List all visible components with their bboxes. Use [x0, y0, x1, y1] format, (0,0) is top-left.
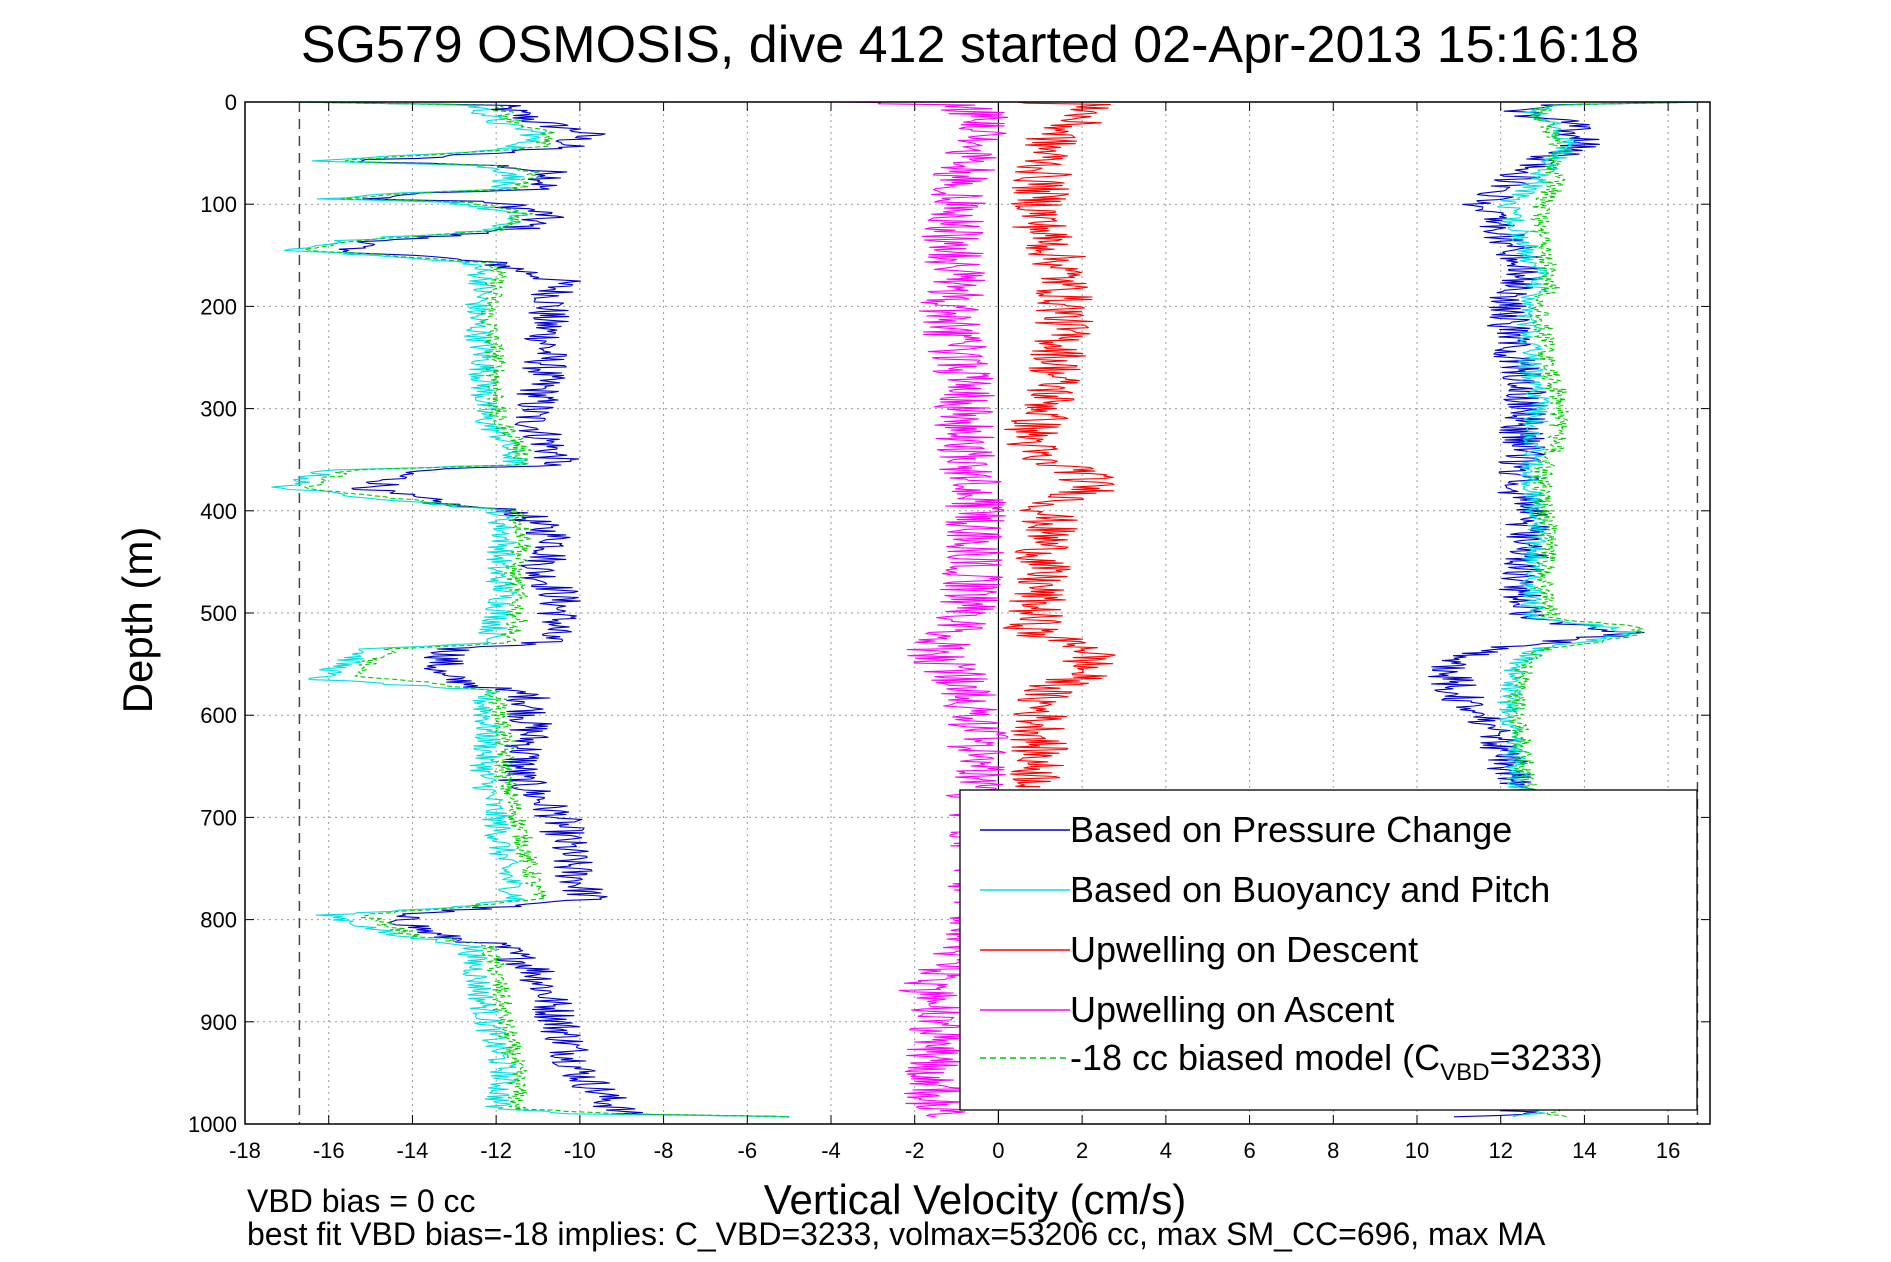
- x-tick-label: 6: [1243, 1138, 1255, 1163]
- chart-title: SG579 OSMOSIS, dive 412 started 02-Apr-2…: [301, 16, 1639, 74]
- y-tick-label: 500: [200, 601, 237, 626]
- y-tick-label: 200: [200, 294, 237, 319]
- legend-label: Based on Pressure Change: [1070, 809, 1512, 850]
- x-tick-label: 2: [1076, 1138, 1088, 1163]
- x-tick-label: 12: [1488, 1138, 1512, 1163]
- y-tick-label: 600: [200, 703, 237, 728]
- x-tick-label: -8: [654, 1138, 674, 1163]
- y-tick-label: 900: [200, 1010, 237, 1035]
- y-axis-label: Depth (m): [114, 527, 161, 714]
- series-line-upwelling_ascent: [830, 102, 1009, 1118]
- y-tick-label: 0: [225, 90, 237, 115]
- legend-label-suffix: =3233): [1490, 1037, 1603, 1078]
- x-tick-label: -10: [564, 1138, 596, 1163]
- plot-area: -18 -16 -14 -12 -10 -8 -6 -4 -2 0 2 4 6 8 10 12 14 16 0 100…: [188, 90, 1711, 1163]
- y-tick-label: 100: [200, 192, 237, 217]
- y-tick-label: 300: [200, 397, 237, 422]
- legend-label-main: -18 cc biased model (C: [1070, 1037, 1440, 1078]
- axis-ticks: -18 -16 -14 -12 -10 -8 -6 -4 -2 0 2 4 6 8 10 12 14 16 0 100…: [188, 90, 1710, 1163]
- y-tick-label: 1000: [188, 1112, 237, 1137]
- vbd-bias-note: VBD bias = 0 cc: [247, 1183, 476, 1219]
- legend-box: [959, 789, 1698, 1111]
- series-line-upwelling_descent: [1002, 102, 1116, 788]
- series-line-model_descent: [291, 102, 790, 1118]
- x-tick-label: -16: [313, 1138, 345, 1163]
- x-tick-label: -14: [397, 1138, 429, 1163]
- series-line-pressure_descent: [302, 102, 790, 1118]
- legend-label-subscript: VBD: [1440, 1059, 1489, 1086]
- legend: Based on Pressure Change Based on Buoyanc…: [959, 789, 1698, 1111]
- x-tick-label: -18: [229, 1138, 261, 1163]
- legend-label: Upwelling on Ascent: [1070, 989, 1394, 1030]
- y-tick-label: 800: [200, 908, 237, 933]
- legend-label: Based on Buoyancy and Pitch: [1070, 869, 1550, 910]
- x-tick-label: -4: [821, 1138, 841, 1163]
- best-fit-note: best fit VBD bias=-18 implies: C_VBD=323…: [247, 1216, 1546, 1252]
- x-tick-label: -6: [738, 1138, 758, 1163]
- x-tick-label: 0: [992, 1138, 1004, 1163]
- series-line-buoyancy_descent: [271, 102, 790, 1118]
- y-tick-label: 400: [200, 499, 237, 524]
- legend-label: Upwelling on Descent: [1070, 929, 1418, 970]
- x-tick-label: 8: [1327, 1138, 1339, 1163]
- x-tick-label: 10: [1405, 1138, 1429, 1163]
- x-axis-label: Vertical Velocity (cm/s): [764, 1176, 1186, 1223]
- x-tick-label: 14: [1572, 1138, 1596, 1163]
- x-tick-label: 4: [1160, 1138, 1172, 1163]
- x-tick-label: -2: [905, 1138, 925, 1163]
- legend-label: -18 cc biased model (CVBD=3233): [1070, 1037, 1603, 1086]
- y-tick-label: 700: [200, 805, 237, 830]
- x-tick-label: 16: [1656, 1138, 1680, 1163]
- x-tick-label: -12: [480, 1138, 512, 1163]
